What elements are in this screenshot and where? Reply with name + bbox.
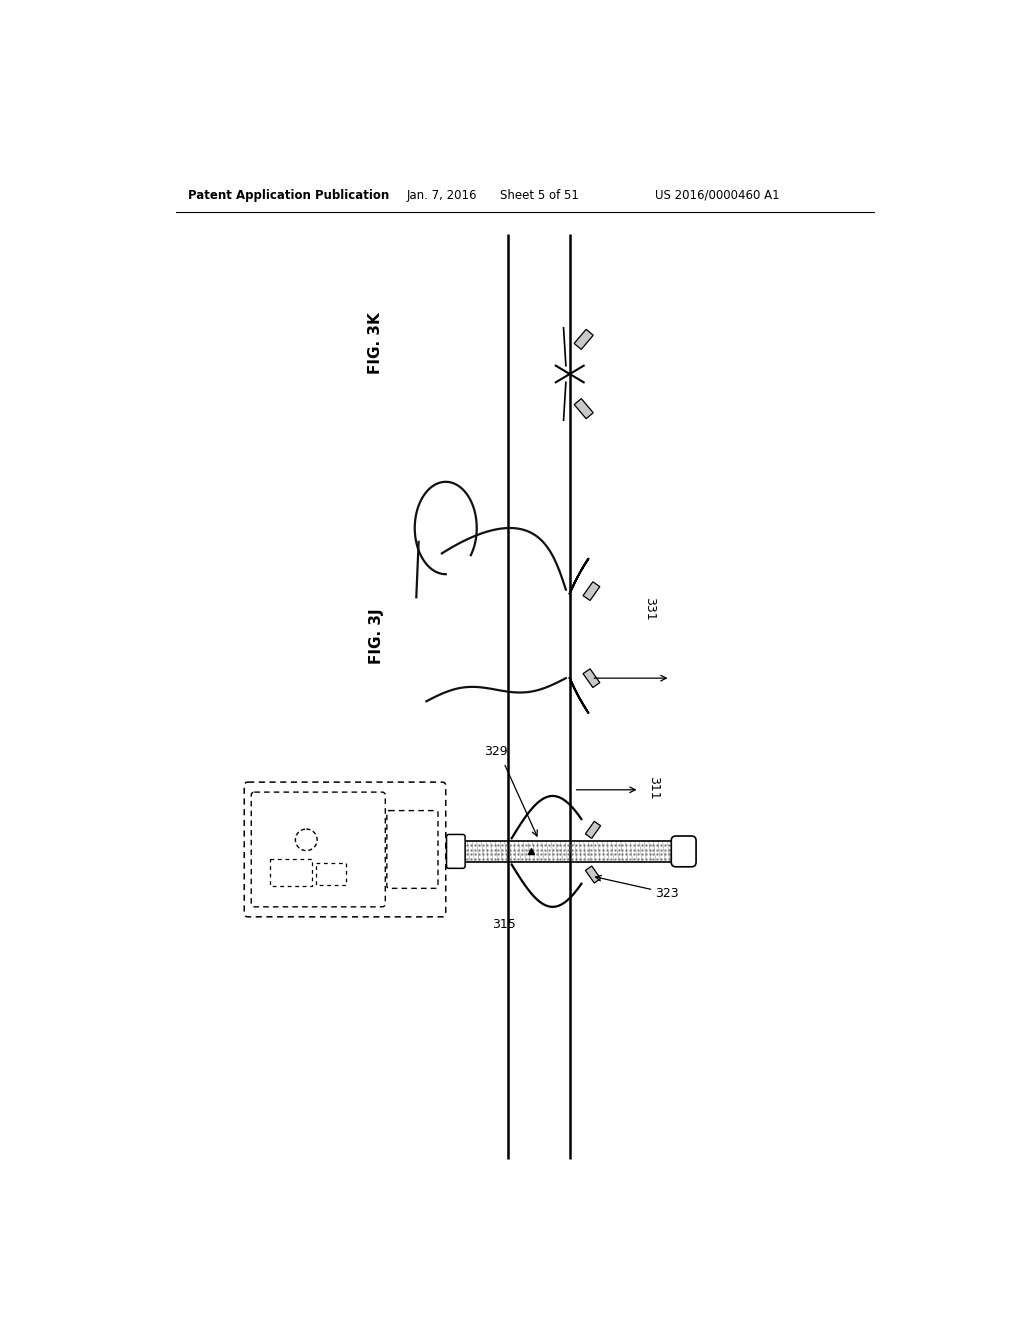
FancyBboxPatch shape: [446, 834, 465, 869]
Polygon shape: [586, 821, 601, 838]
Text: Jan. 7, 2016: Jan. 7, 2016: [407, 189, 477, 202]
Text: 311: 311: [647, 776, 660, 800]
Text: 323: 323: [655, 887, 679, 900]
Polygon shape: [574, 399, 593, 418]
Text: US 2016/0000460 A1: US 2016/0000460 A1: [655, 189, 779, 202]
Text: 315: 315: [492, 917, 516, 931]
FancyBboxPatch shape: [251, 792, 385, 907]
Polygon shape: [586, 866, 601, 883]
FancyBboxPatch shape: [245, 781, 445, 917]
FancyBboxPatch shape: [387, 810, 438, 888]
Text: FIG. 3J: FIG. 3J: [369, 609, 384, 664]
Polygon shape: [574, 329, 593, 350]
Bar: [316, 863, 346, 884]
FancyBboxPatch shape: [672, 836, 696, 867]
Text: FIG. 3I: FIG. 3I: [299, 824, 313, 879]
Text: 331: 331: [643, 597, 656, 620]
Text: 329: 329: [484, 744, 508, 758]
Polygon shape: [583, 669, 600, 688]
Bar: [270, 859, 312, 886]
Text: Sheet 5 of 51: Sheet 5 of 51: [500, 189, 579, 202]
Text: Patent Application Publication: Patent Application Publication: [188, 189, 390, 202]
Text: FIG. 3K: FIG. 3K: [369, 313, 384, 374]
Polygon shape: [583, 582, 600, 601]
